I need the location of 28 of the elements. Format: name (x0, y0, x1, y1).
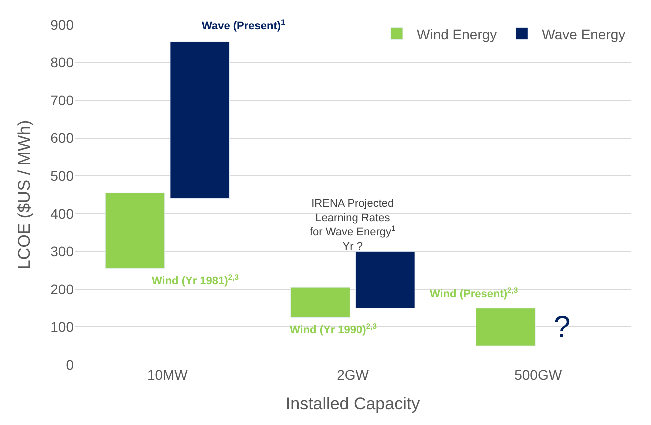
bar (170, 42, 230, 200)
y-tick-label: 300 (50, 244, 74, 260)
y-tick-label: 400 (50, 206, 74, 222)
y-tick-label: 900 (50, 16, 74, 33)
x-tick-label: 10MW (147, 367, 189, 383)
bar (105, 192, 166, 269)
y-axis-title: LCOE ($US / MWh) (15, 120, 34, 270)
x-tick-label: 500GW (514, 367, 563, 383)
y-tick-label: 0 (66, 356, 74, 373)
text: IRENA Projected Learning Rates for Wave Energy$^{1}$ Yr ? (310, 198, 396, 253)
legend-label: Wave Energy (542, 26, 626, 42)
y-tick-label: 700 (50, 92, 74, 108)
annotation: Wave (Present)$^{1}$ (202, 18, 286, 33)
legend-label: Wind Energy (417, 26, 498, 42)
y-tick-label: 800 (50, 54, 74, 71)
y-tick-label: 100 (50, 319, 74, 336)
y-tick-label: 200 (50, 281, 74, 298)
annotation: ? (554, 311, 571, 344)
bar (476, 308, 536, 346)
annotation: Wind (Yr 1990)$^{2,3}$ (290, 322, 377, 337)
annotation: Wind (Yr 1981)$^{2,3}$ (152, 273, 239, 288)
x-axis-title: Installed Capacity (286, 394, 421, 414)
bar (290, 287, 350, 318)
annotation: Wind (Present)$^{2,3}$ (430, 286, 518, 301)
bar (356, 251, 416, 309)
x-tick-label: 2GW (337, 367, 370, 383)
y-tick-label: 600 (50, 130, 74, 146)
y-tick-label: 500 (50, 168, 74, 184)
